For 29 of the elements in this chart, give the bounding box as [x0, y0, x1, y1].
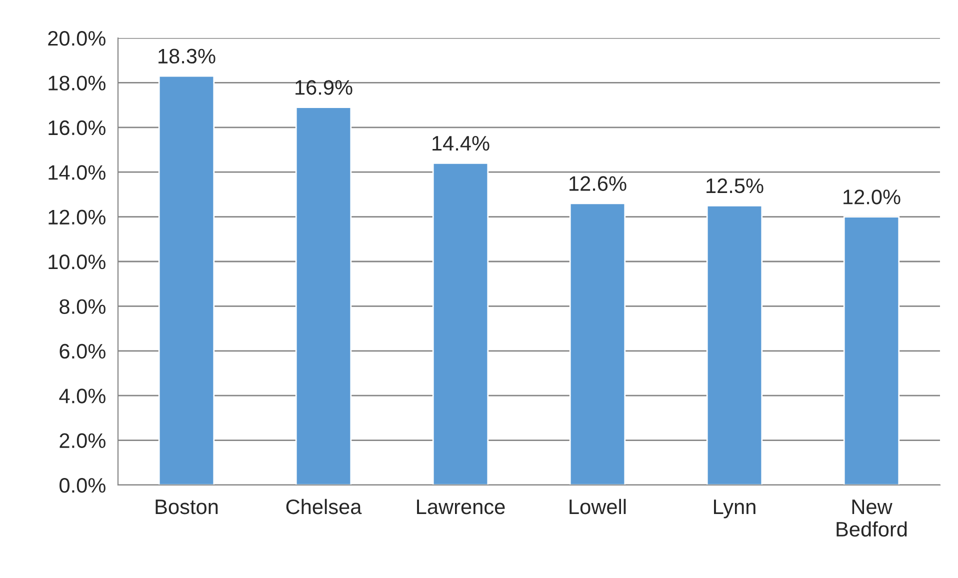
x-tick-label: Lynn — [714, 500, 756, 518]
data-label: 12.5% — [706, 178, 764, 194]
y-tick-label: 20.0% — [48, 31, 106, 46]
bar — [706, 204, 763, 485]
bar — [432, 162, 489, 485]
y-tick-label: 2.0% — [60, 433, 106, 448]
bar — [569, 202, 626, 485]
x-tick-label: Lawrence — [417, 500, 505, 514]
y-tick-label: 10.0% — [48, 254, 106, 270]
y-tick-label: 0.0% — [60, 478, 106, 493]
y-tick-label: 6.0% — [60, 344, 106, 359]
y-tick-label: 14.0% — [48, 165, 106, 180]
y-tick-label: 4.0% — [59, 388, 106, 404]
y-tick-label: 8.0% — [60, 299, 106, 314]
data-label: 12.0% — [844, 190, 900, 204]
bar — [158, 75, 215, 485]
data-label: 14.4% — [432, 136, 490, 151]
x-tick-label: New Bedford — [836, 500, 907, 537]
y-tick-label: 12.0% — [48, 210, 106, 225]
x-tick-label: Lowell — [570, 498, 626, 514]
bar — [843, 216, 900, 485]
data-label: 18.3% — [158, 48, 216, 64]
data-label: 16.9% — [296, 80, 352, 95]
x-tick-label: Chelsea — [286, 498, 362, 514]
data-label: 12.6% — [570, 176, 626, 191]
y-tick-label: 16.0% — [48, 120, 106, 136]
x-tick-label: Boston — [156, 500, 218, 514]
bar — [295, 106, 352, 485]
y-tick-label: 18.0% — [48, 76, 106, 90]
